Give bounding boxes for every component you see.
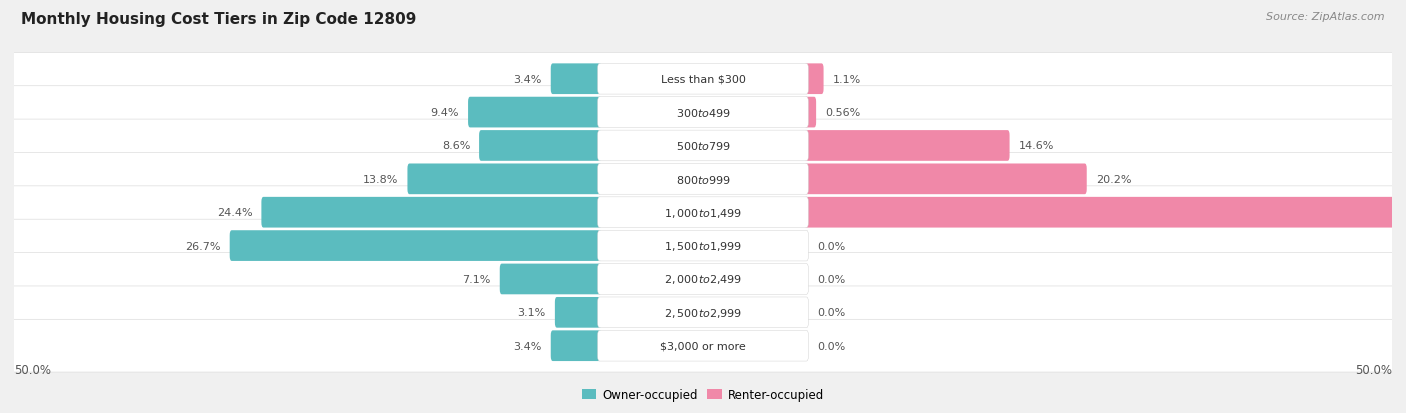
FancyBboxPatch shape — [598, 231, 808, 261]
FancyBboxPatch shape — [262, 197, 602, 228]
Text: 0.0%: 0.0% — [817, 241, 845, 251]
Text: 50.0%: 50.0% — [1355, 363, 1392, 376]
FancyBboxPatch shape — [804, 64, 824, 95]
FancyBboxPatch shape — [598, 330, 808, 361]
Text: $2,000 to $2,499: $2,000 to $2,499 — [664, 273, 742, 286]
Text: Less than $300: Less than $300 — [661, 74, 745, 85]
Text: 0.0%: 0.0% — [817, 341, 845, 351]
FancyBboxPatch shape — [598, 297, 808, 328]
Text: 26.7%: 26.7% — [186, 241, 221, 251]
FancyBboxPatch shape — [598, 197, 808, 228]
Text: $500 to $799: $500 to $799 — [675, 140, 731, 152]
Text: 8.6%: 8.6% — [441, 141, 470, 151]
Text: 0.56%: 0.56% — [825, 108, 860, 118]
Text: $300 to $499: $300 to $499 — [675, 107, 731, 119]
Text: Monthly Housing Cost Tiers in Zip Code 12809: Monthly Housing Cost Tiers in Zip Code 1… — [21, 12, 416, 27]
Text: 7.1%: 7.1% — [463, 274, 491, 284]
FancyBboxPatch shape — [804, 131, 1010, 161]
FancyBboxPatch shape — [3, 86, 1403, 139]
FancyBboxPatch shape — [3, 253, 1403, 306]
FancyBboxPatch shape — [598, 131, 808, 161]
FancyBboxPatch shape — [555, 297, 602, 328]
Text: $1,500 to $1,999: $1,500 to $1,999 — [664, 240, 742, 252]
Text: 3.4%: 3.4% — [513, 74, 541, 85]
FancyBboxPatch shape — [804, 197, 1406, 228]
Text: 14.6%: 14.6% — [1018, 141, 1054, 151]
FancyBboxPatch shape — [408, 164, 602, 195]
Text: 50.0%: 50.0% — [14, 363, 51, 376]
Text: 0.0%: 0.0% — [817, 274, 845, 284]
FancyBboxPatch shape — [598, 164, 808, 195]
Legend: Owner-occupied, Renter-occupied: Owner-occupied, Renter-occupied — [578, 383, 828, 406]
FancyBboxPatch shape — [229, 231, 602, 261]
FancyBboxPatch shape — [3, 153, 1403, 206]
Text: 0.0%: 0.0% — [817, 308, 845, 318]
FancyBboxPatch shape — [598, 64, 808, 95]
FancyBboxPatch shape — [551, 330, 602, 361]
FancyBboxPatch shape — [3, 53, 1403, 106]
FancyBboxPatch shape — [3, 320, 1403, 372]
FancyBboxPatch shape — [551, 64, 602, 95]
Text: $1,000 to $1,499: $1,000 to $1,499 — [664, 206, 742, 219]
FancyBboxPatch shape — [3, 120, 1403, 172]
Text: 24.4%: 24.4% — [217, 208, 253, 218]
FancyBboxPatch shape — [598, 264, 808, 294]
Text: 20.2%: 20.2% — [1095, 174, 1132, 184]
Text: Source: ZipAtlas.com: Source: ZipAtlas.com — [1267, 12, 1385, 22]
Text: 9.4%: 9.4% — [430, 108, 460, 118]
FancyBboxPatch shape — [598, 97, 808, 128]
Text: 13.8%: 13.8% — [363, 174, 398, 184]
Text: $800 to $999: $800 to $999 — [675, 173, 731, 185]
Text: 3.4%: 3.4% — [513, 341, 541, 351]
FancyBboxPatch shape — [3, 220, 1403, 272]
FancyBboxPatch shape — [3, 186, 1403, 239]
Text: 1.1%: 1.1% — [832, 74, 860, 85]
FancyBboxPatch shape — [468, 97, 602, 128]
FancyBboxPatch shape — [804, 164, 1087, 195]
FancyBboxPatch shape — [804, 97, 815, 128]
FancyBboxPatch shape — [499, 264, 602, 294]
Text: 3.1%: 3.1% — [517, 308, 546, 318]
FancyBboxPatch shape — [3, 286, 1403, 339]
Text: $2,500 to $2,999: $2,500 to $2,999 — [664, 306, 742, 319]
FancyBboxPatch shape — [479, 131, 602, 161]
Text: $3,000 or more: $3,000 or more — [661, 341, 745, 351]
